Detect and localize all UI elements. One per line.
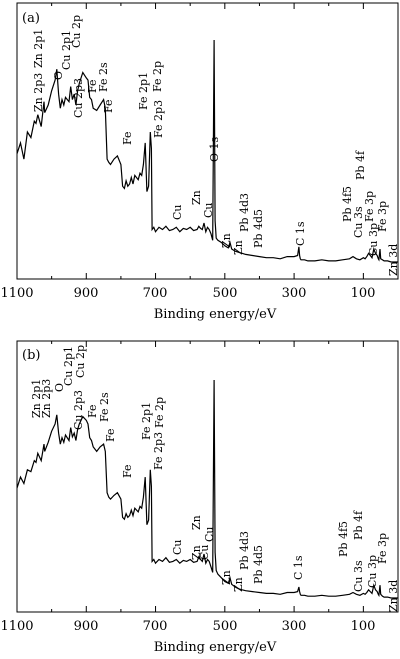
peak-label: Fe 2p1 [137,72,150,110]
x-tick-label: 700 [143,619,168,634]
peak-label: Zn [220,570,233,585]
peak-label: Pb 4d3 [238,193,251,232]
peak-label: Fe 2s [98,392,111,422]
x-tick-label: 900 [74,286,99,301]
peak-label: Fe 3p [376,201,389,232]
peak-label: Cu 2p [70,15,83,48]
peak-label: Cu [202,202,215,218]
peak-label: Cu 3s [352,560,365,592]
peak-label: Cu 2p3 [72,78,85,118]
peak-label: Cu 2p [74,345,87,378]
peak-label: Zn 3d [387,580,400,612]
spectrum-line [16,379,398,599]
peak-label: Fe 2p [153,397,166,428]
x-tick-label: 500 [213,619,238,634]
panel-b-ticks [16,341,399,612]
peak-label: Pb 4d5 [252,545,265,584]
peak-label: Fe [121,131,134,145]
panel-a-label: (a) [22,11,40,26]
x-tick-label: 1100 [0,619,33,634]
peak-label: Cu 3p [366,555,379,588]
peak-label: Cu 2p3 [72,390,85,430]
peak-label: Fe 2s [97,62,110,92]
peak-label: Cu 3p [367,223,380,256]
x-tick-label: 300 [282,286,307,301]
x-tick-label: 500 [213,286,238,301]
peak-label: Pb 4d3 [238,531,251,570]
peak-label: C 1s [294,221,307,246]
peak-label: Pb 4f5 [337,521,350,557]
peak-label: Fe 3p [376,533,389,564]
panel-b-frame [16,340,399,613]
peak-label: Zn 2p1 [30,379,43,418]
x-axis-label: Binding energy/eV [154,307,277,322]
peak-label: Fe 2p3 [152,432,165,470]
x-axis-label: Binding energy/eV [154,640,277,655]
peak-label: Zn [220,233,233,248]
peak-label: Fe [102,99,115,113]
peak-label: Zn 3d [387,244,400,276]
panel-a-tick-labels: 1100 900 700 500 300 100 [0,286,375,301]
panel-b-plot [16,379,398,599]
panel-b: (b) 1100 900 700 500 300 100 Binding ene… [0,340,400,655]
peak-label: Fe 2p [151,61,164,92]
peak-label: O [52,71,65,80]
peak-label: Zn [232,240,245,255]
panel-a-annotations: Zn 2p3 Zn 2p1 O Cu 2p3 Cu 2p1 Cu 2p Fe F… [32,15,400,276]
panel-a-plot [16,39,398,263]
panel-b-tick-labels: 1100 900 700 500 300 100 [0,619,375,634]
peak-label: Fe [121,464,134,478]
panel-a-ticks [16,3,399,279]
peak-label: Fe [104,428,117,442]
peak-label: C 1s [292,555,305,580]
peak-label: O 1s [208,136,221,162]
peak-label: Zn 2p3 [32,73,45,112]
peak-label: Cu [203,526,216,542]
x-tick-label: 300 [282,619,307,634]
x-tick-label: 900 [74,619,99,634]
peak-label: Cu 3s [352,206,365,238]
panel-b-annotations: Zn 2p1 Zn 2p3 O Cu 2p1 Cu 2p3 Cu 2p Fe F… [30,345,400,612]
panel-a-frame [16,2,399,280]
peak-label: O [53,383,66,392]
x-tick-label: 700 [143,286,168,301]
peak-label: Fe 2p3 [152,100,165,138]
x-tick-label: 100 [351,619,376,634]
peak-label: Zn 2p3 [40,379,53,418]
peak-label: Cu 2p1 [60,30,73,70]
panel-a: (a) 1100 900 700 500 300 100 Binding ene… [0,2,400,322]
peak-label: Fe [86,79,99,93]
peak-label: Cu [198,544,211,560]
peak-label: Pb 4d5 [252,209,265,248]
peak-label: Pb 4f5 [341,186,354,222]
x-tick-label: 1100 [0,286,33,301]
peak-label: Pb 4f [352,510,365,540]
peak-label: Fe 2p1 [140,402,153,440]
peak-label: Zn [232,577,245,592]
peak-label: Cu [171,204,184,220]
peak-label: Cu 2p1 [62,346,75,386]
peak-label: Zn 2p1 [32,29,45,68]
x-tick-label: 100 [351,286,376,301]
peak-label: Fe [86,404,99,418]
peak-label: Pb 4f [354,150,367,180]
peak-label: Zn [190,190,203,205]
peak-label: Cu [171,539,184,555]
panel-b-label: (b) [22,348,40,363]
spectrum-line [16,39,398,263]
peak-label: Zn [190,515,203,530]
peak-label: Fe 3p [363,191,376,222]
peak-label: Zn [190,545,203,560]
